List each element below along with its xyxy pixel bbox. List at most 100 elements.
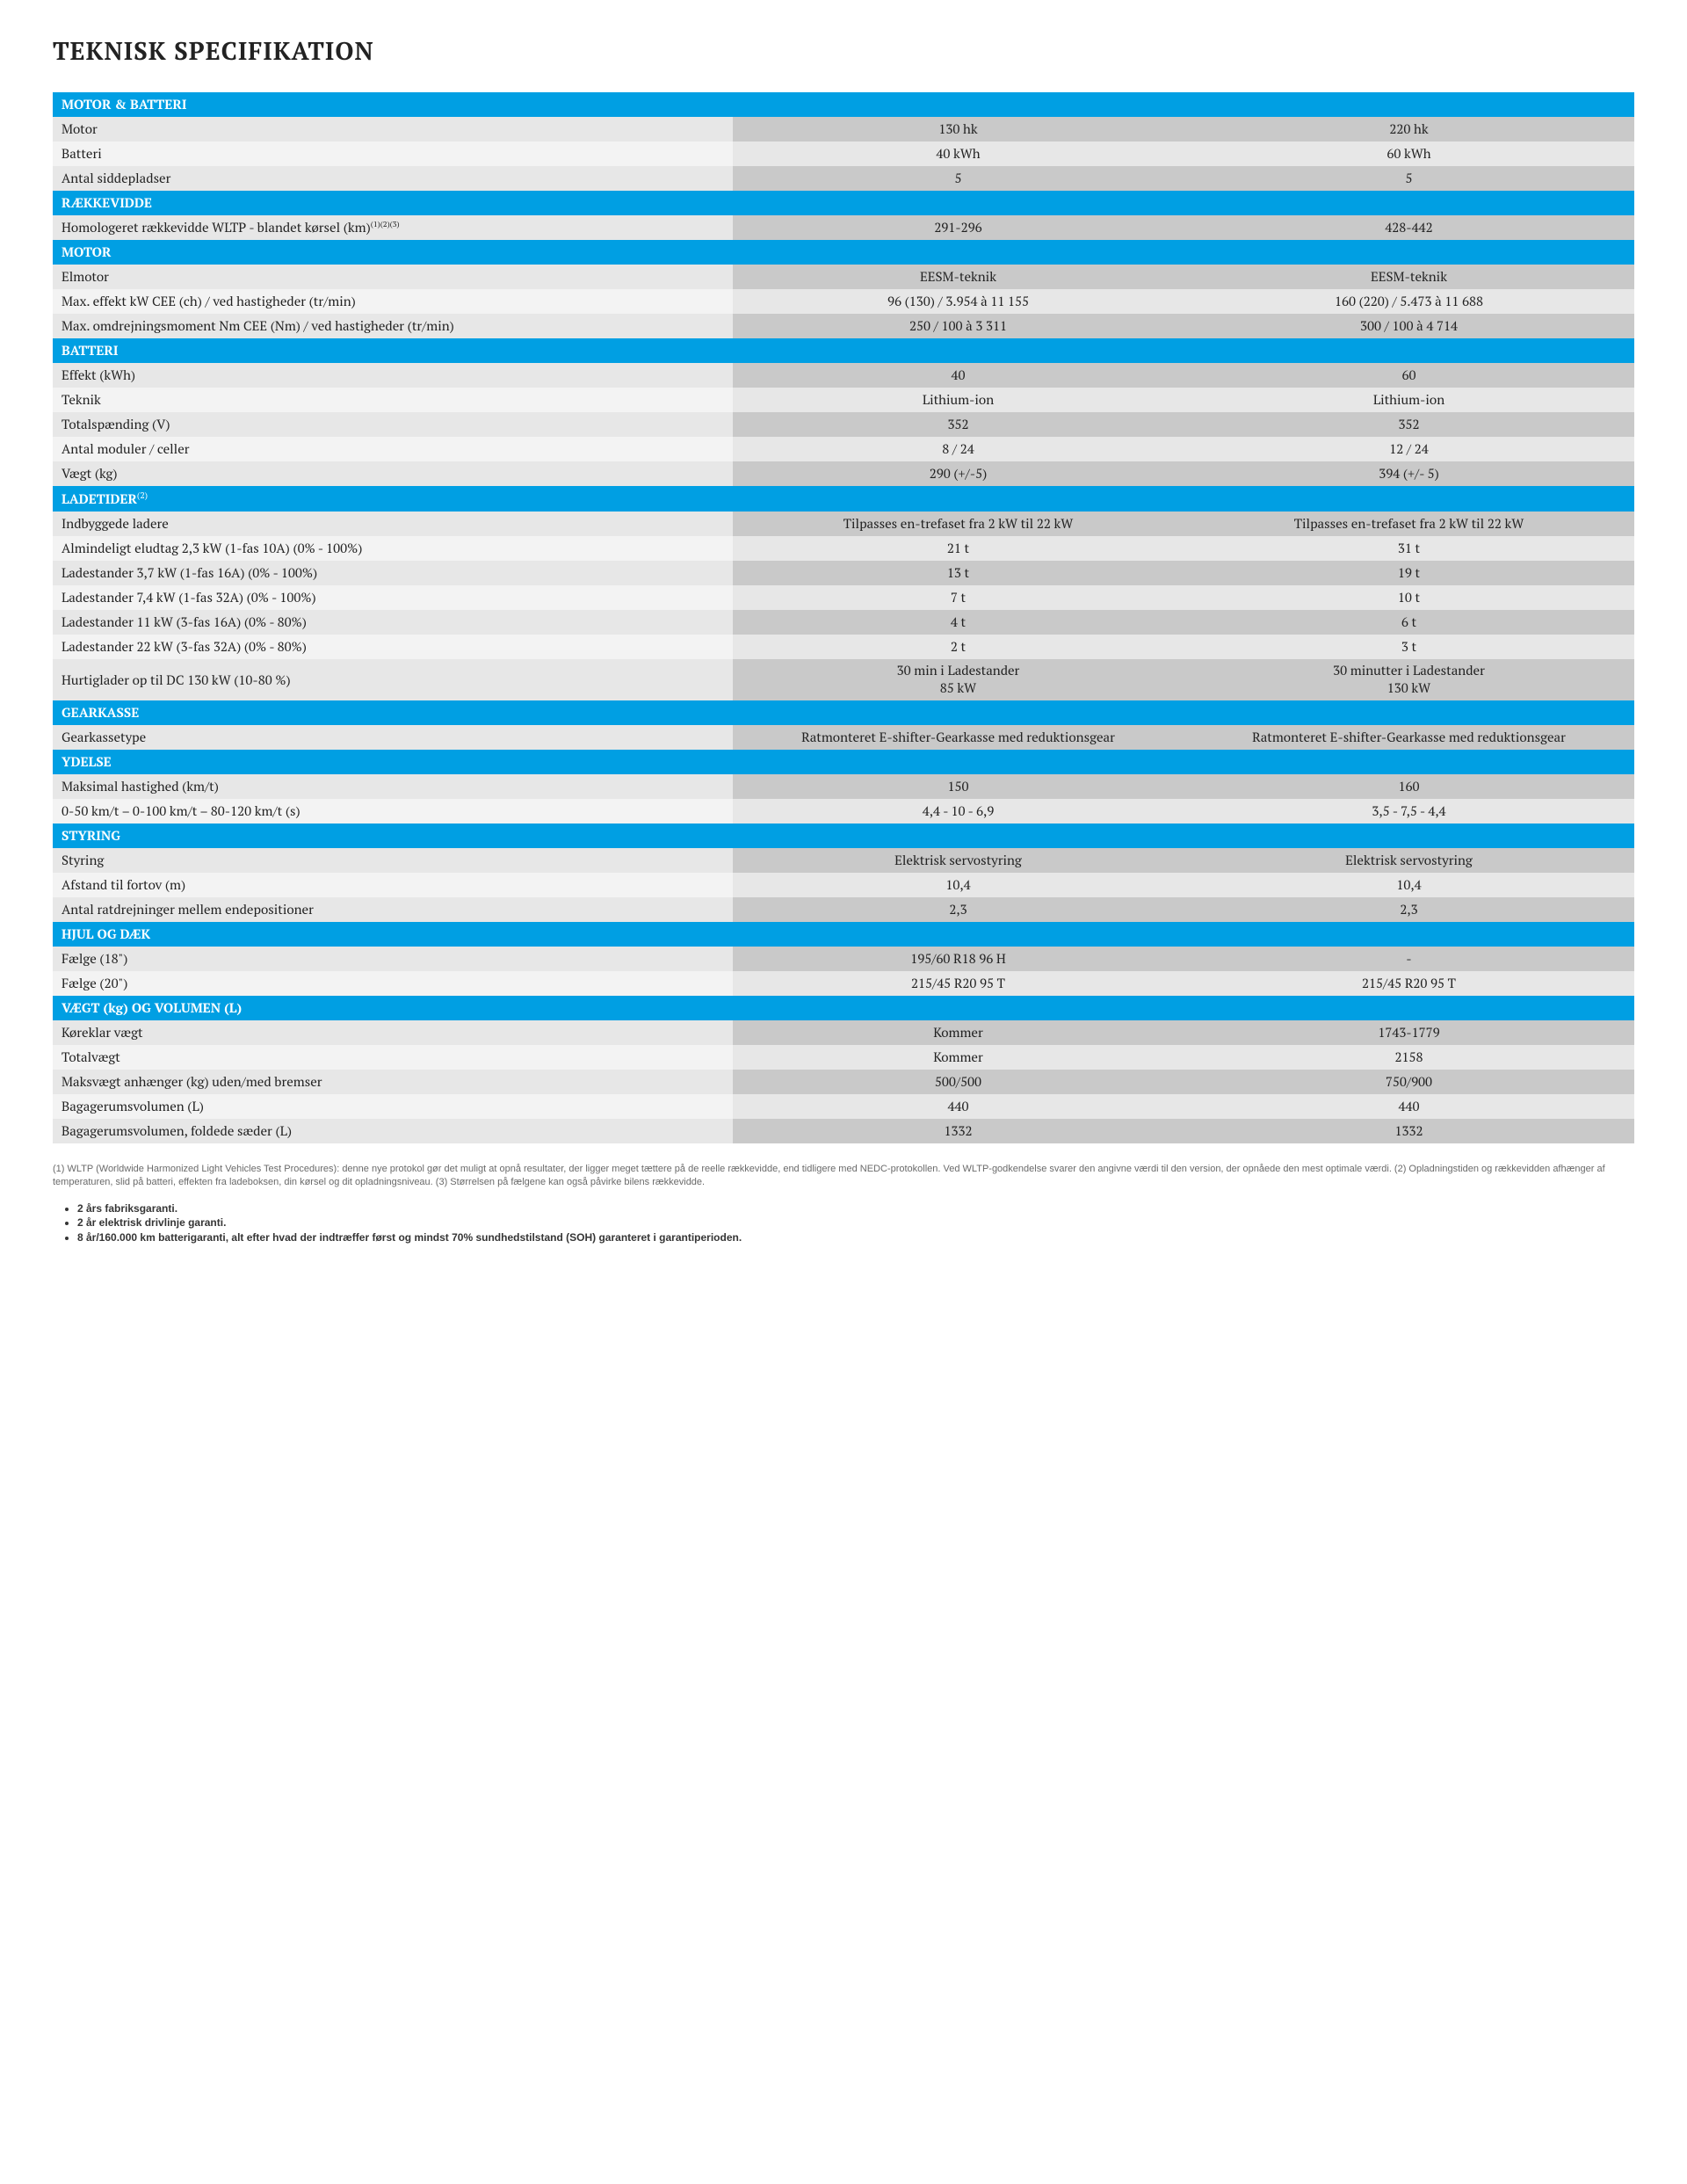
spec-label: 0-50 km/t – 0-100 km/t – 80-120 km/t (s) [53,799,733,824]
spec-value: 1332 [733,1119,1184,1143]
spec-label: Afstand til fortov (m) [53,873,733,897]
spec-label: Fælge (20") [53,971,733,996]
spec-value: 440 [733,1094,1184,1119]
table-row: Indbyggede ladere Tilpasses en-trefaset f… [53,512,1634,536]
spec-value: 2158 [1184,1045,1634,1070]
spec-label: Almindeligt eludtag 2,3 kW (1-fas 10A) (… [53,536,733,561]
list-item: 2 års fabriksgaranti. [77,1201,1634,1216]
spec-value: 4 t [733,610,1184,635]
spec-label: Fælge (18") [53,947,733,971]
spec-value: 2,3 [1184,897,1634,922]
table-row: Ladestander 22 kW (3-fas 32A) (0% - 80%)… [53,635,1634,659]
spec-label: Antal ratdrejninger mellem endepositione… [53,897,733,922]
spec-value: 7 t [733,585,1184,610]
spec-value: 40 [733,363,1184,388]
table-row: Antal siddepladser55 [53,166,1634,191]
spec-value: Tilpasses en-trefaset fra 2 kW til 22 kW [1184,512,1634,536]
spec-value: 6 t [1184,610,1634,635]
spec-label: Effekt (kWh) [53,363,733,388]
table-row: TotalvægtKommer2158 [53,1045,1634,1070]
list-item: 8 år/160.000 km batterigaranti, alt efte… [77,1230,1634,1245]
spec-value: 250 / 100 à 3 311 [733,314,1184,338]
page-title: TEKNISK SPECIFIKATION [53,35,1634,68]
table-row: Hurtiglader op til DC 130 kW (10-80 %)30… [53,659,1634,700]
spec-value: 96 (130) / 3.954 à 11 155 [733,289,1184,314]
spec-value: Ratmonteret E-shifter-Gearkasse med redu… [733,725,1184,750]
spec-label: Motor [53,117,733,141]
spec-label: Maksimal hastighed (km/t) [53,774,733,799]
spec-value: 12 / 24 [1184,437,1634,461]
table-row: Max. effekt kW CEE (ch) / ved hastighede… [53,289,1634,314]
spec-value: Elektrisk servostyring [733,848,1184,873]
spec-value: - [1184,947,1634,971]
footnote-text: (1) WLTP (Worldwide Harmonized Light Veh… [53,1163,1634,1189]
spec-label: Ladestander 22 kW (3-fas 32A) (0% - 80%) [53,635,733,659]
section-header: MOTOR & BATTERI [53,92,1634,117]
section-header: GEARKASSE [53,700,1634,725]
spec-value: 150 [733,774,1184,799]
spec-value: Ratmonteret E-shifter-Gearkasse med redu… [1184,725,1634,750]
table-row: Køreklar vægtKommer1743-1779 [53,1020,1634,1045]
section-header: MOTOR [53,240,1634,265]
warranty-bullets: 2 års fabriksgaranti.2 år elektrisk driv… [53,1201,1634,1245]
spec-label: Ladestander 7,4 kW (1-fas 32A) (0% - 100… [53,585,733,610]
table-row: Effekt (kWh)4060 [53,363,1634,388]
spec-value: 750/900 [1184,1070,1634,1094]
table-row: Bagagerumsvolumen, foldede sæder (L)1332… [53,1119,1634,1143]
table-row: Bagagerumsvolumen (L)440440 [53,1094,1634,1119]
spec-value: 394 (+/- 5) [1184,461,1634,486]
table-row: GearkassetypeRatmonteret E-shifter-Geark… [53,725,1634,750]
spec-label: Homologeret rækkevidde WLTP - blandet kø… [53,215,733,240]
table-row: Batteri40 kWh60 kWh [53,141,1634,166]
spec-value: 291-296 [733,215,1184,240]
spec-value: 5 [1184,166,1634,191]
spec-label: Gearkassetype [53,725,733,750]
spec-value: EESM-teknik [1184,265,1634,289]
spec-label: Antal siddepladser [53,166,733,191]
spec-value: 160 [1184,774,1634,799]
table-row: Ladestander 3,7 kW (1-fas 16A) (0% - 100… [53,561,1634,585]
spec-label: Bagagerumsvolumen, foldede sæder (L) [53,1119,733,1143]
spec-value: 195/60 R18 96 H [733,947,1184,971]
table-row: Max. omdrejningsmoment Nm CEE (Nm) / ved… [53,314,1634,338]
table-row: Maksimal hastighed (km/t)150160 [53,774,1634,799]
table-row: Ladestander 11 kW (3-fas 16A) (0% - 80%)… [53,610,1634,635]
table-row: ElmotorEESM-teknikEESM-teknik [53,265,1634,289]
spec-value: Kommer [733,1020,1184,1045]
table-row: Fælge (20")215/45 R20 95 T215/45 R20 95 … [53,971,1634,996]
spec-value: 40 kWh [733,141,1184,166]
spec-value: 215/45 R20 95 T [733,971,1184,996]
spec-value: 3 t [1184,635,1634,659]
spec-label: Køreklar vægt [53,1020,733,1045]
spec-label: Antal moduler / celler [53,437,733,461]
spec-label: Elmotor [53,265,733,289]
spec-value: Kommer [733,1045,1184,1070]
table-row: Fælge (18")195/60 R18 96 H- [53,947,1634,971]
table-row: Maksvægt anhænger (kg) uden/med bremser5… [53,1070,1634,1094]
spec-label: Totalvægt [53,1045,733,1070]
section-header: RÆKKEVIDDE [53,191,1634,215]
spec-value: 10,4 [1184,873,1634,897]
spec-label: Max. effekt kW CEE (ch) / ved hastighede… [53,289,733,314]
spec-value: 500/500 [733,1070,1184,1094]
spec-label: Teknik [53,388,733,412]
table-row: 0-50 km/t – 0-100 km/t – 80-120 km/t (s)… [53,799,1634,824]
table-row: Almindeligt eludtag 2,3 kW (1-fas 10A) (… [53,536,1634,561]
spec-value: 352 [1184,412,1634,437]
spec-value: 130 hk [733,117,1184,141]
spec-label: Indbyggede ladere [53,512,733,536]
spec-label: Maksvægt anhænger (kg) uden/med bremser [53,1070,733,1094]
table-row: Vægt (kg)290 (+/-5)394 (+/- 5) [53,461,1634,486]
spec-label: Totalspænding (V) [53,412,733,437]
spec-label: Ladestander 3,7 kW (1-fas 16A) (0% - 100… [53,561,733,585]
section-header: LADETIDER(2) [53,486,1634,512]
spec-label: Bagagerumsvolumen (L) [53,1094,733,1119]
spec-value: 8 / 24 [733,437,1184,461]
spec-value: 30 minutter i Ladestander130 kW [1184,659,1634,700]
table-row: Antal ratdrejninger mellem endepositione… [53,897,1634,922]
spec-value: 352 [733,412,1184,437]
table-row: Antal moduler / celler8 / 2412 / 24 [53,437,1634,461]
spec-label: Batteri [53,141,733,166]
spec-value: 10,4 [733,873,1184,897]
table-row: Ladestander 7,4 kW (1-fas 32A) (0% - 100… [53,585,1634,610]
